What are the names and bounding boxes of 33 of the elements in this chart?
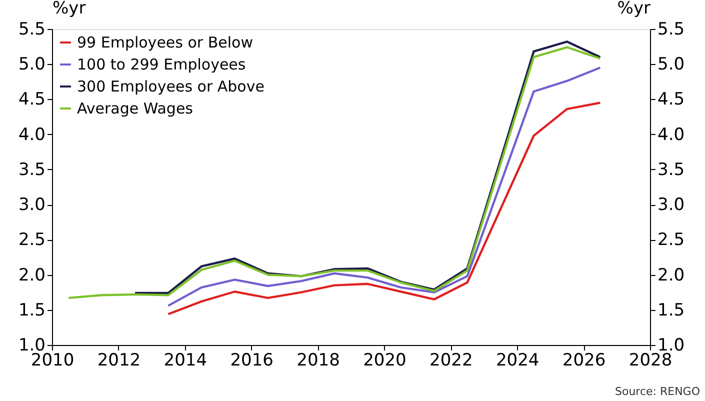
y2-tick-label: 4.5	[658, 90, 685, 110]
x-tick-label: 2022	[430, 350, 473, 370]
y-tick-label: 3.5	[18, 160, 46, 180]
y-tick-label: 2.0	[18, 265, 46, 286]
legend-label: 99 Employees or Below	[77, 34, 253, 52]
y2-axis-title: %yr	[617, 0, 651, 18]
y-tick-label: 2.5	[18, 230, 46, 250]
legend-label: 100 to 299 Employees	[77, 56, 246, 74]
source-note: Source: RENGO	[615, 385, 700, 398]
y-tick-label: 3.0	[18, 195, 46, 216]
x-tick-label: 2020	[363, 350, 406, 370]
y-axis-title: %yr	[52, 0, 86, 18]
x-tick-label: 2012	[97, 350, 141, 370]
legend-label: Average Wages	[77, 100, 194, 118]
y2-tick-label: 4.0	[658, 124, 685, 145]
y-tick-label: 5.5	[18, 20, 46, 40]
y-tick-label: 1.5	[18, 300, 46, 320]
y-tick-label: 4.5	[18, 90, 46, 110]
y2-tick-label: 2.5	[658, 230, 685, 250]
y-tick-label: 5.0	[18, 54, 46, 75]
x-tick-label: 2016	[230, 350, 274, 370]
y2-tick-label: 5.5	[658, 20, 685, 40]
x-tick-label: 2026	[562, 350, 606, 370]
y-tick-label: 4.0	[18, 124, 46, 145]
x-tick-label: 2024	[496, 350, 540, 370]
y2-tick-label: 5.0	[658, 54, 685, 75]
y2-tick-label: 1.5	[658, 300, 685, 320]
y2-tick-label: 3.5	[658, 160, 685, 180]
x-tick-label: 2014	[164, 350, 208, 370]
x-tick-label: 2018	[296, 350, 340, 370]
y2-tick-label: 3.0	[658, 195, 685, 216]
legend-label: 300 Employees or Above	[77, 78, 264, 96]
y2-tick-label: 2.0	[658, 265, 685, 286]
